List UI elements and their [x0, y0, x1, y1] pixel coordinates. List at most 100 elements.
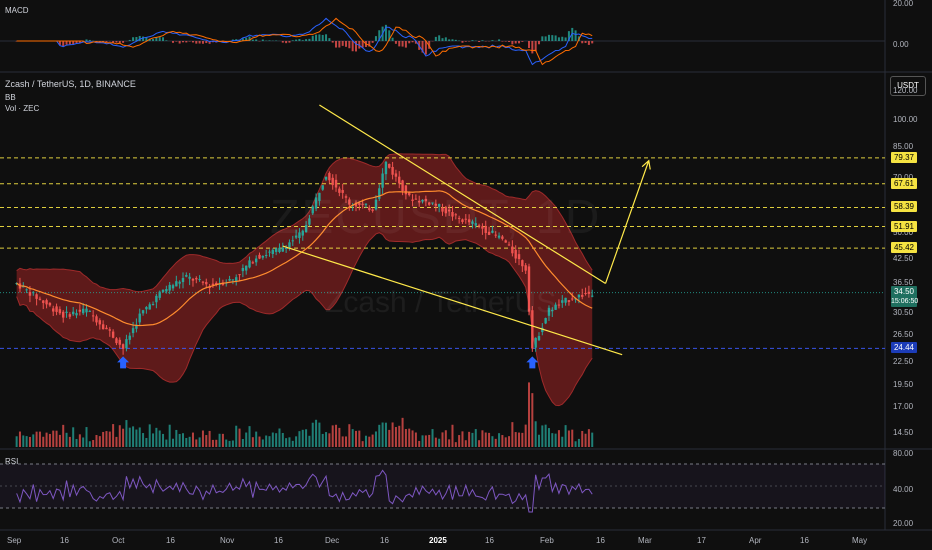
macd-histogram-bar [142, 36, 145, 41]
candle-body [314, 197, 318, 209]
macd-histogram-bar [162, 37, 165, 41]
candle-body [125, 339, 128, 349]
candle-body [52, 308, 55, 312]
volume-bar [451, 424, 454, 447]
candle-body [504, 240, 507, 243]
volume-bar [454, 442, 457, 447]
candle-body [198, 278, 201, 280]
macd-histogram-bar [398, 41, 401, 47]
rsi-indicator-label[interactable]: RSI [5, 457, 19, 466]
candle-body [324, 176, 328, 180]
volume-indicator-label[interactable]: Vol · ZEC [5, 104, 40, 113]
volume-bar [434, 437, 437, 447]
volume-bar [255, 431, 258, 447]
price-axis-label: 70.00 [893, 173, 913, 182]
volume-bar [591, 432, 594, 447]
volume-bar [571, 429, 574, 447]
volume-bar [295, 436, 298, 447]
candle-body [81, 308, 85, 314]
candle-body [118, 339, 121, 345]
macd-histogram-bar [478, 41, 481, 43]
candle-body [271, 249, 275, 254]
macd-histogram-bar [511, 41, 514, 45]
candle-body [368, 207, 371, 211]
price-axis-label: 26.50 [893, 330, 914, 340]
macd-histogram-bar [281, 41, 284, 43]
volume-bar [567, 430, 570, 447]
candle-body [131, 328, 135, 334]
macd-histogram-bar [211, 41, 214, 43]
volume-bar [135, 429, 138, 447]
candle-body [254, 258, 258, 263]
candle-body [414, 198, 418, 200]
macd-histogram-bar [78, 41, 81, 43]
volume-bar [298, 431, 301, 447]
volume-bar [132, 426, 135, 447]
current-price-tag: 34.50 [891, 285, 917, 297]
price-level-tag: 51.91 [891, 220, 917, 232]
candle-body [45, 300, 48, 305]
candle-body [105, 327, 108, 330]
candle-body [581, 294, 584, 297]
macd-histogram-bar [305, 39, 308, 41]
price-level-tag: 24.44 [891, 342, 917, 354]
candle-body [487, 231, 491, 235]
candle-body [511, 246, 514, 254]
macd-histogram-bar [584, 41, 587, 43]
bb-indicator-label[interactable]: BB [5, 93, 16, 102]
macd-histogram-bar [338, 41, 341, 48]
candle-body [231, 279, 235, 281]
macd-histogram-bar [175, 41, 178, 42]
volume-bar [534, 421, 537, 447]
price-axis-label: 14.50 [893, 427, 914, 437]
macd-histogram-bar [268, 40, 271, 41]
volume-bar [45, 432, 48, 447]
macd-histogram-bar [521, 41, 524, 42]
volume-bar [384, 422, 387, 447]
candle-body [484, 225, 487, 233]
buy-arrow-icon [117, 356, 130, 369]
volume-bar [574, 441, 577, 447]
macd-histogram-bar [348, 41, 351, 49]
macd-histogram-bar [454, 39, 457, 41]
candle-body [381, 173, 384, 188]
macd-axis-label: 0.00 [893, 40, 909, 49]
volume-bar [378, 424, 381, 447]
macd-histogram-bar [461, 41, 464, 43]
macd-histogram-bar [491, 40, 494, 41]
candle-body [378, 188, 381, 199]
volume-bar [354, 430, 357, 447]
macd-histogram-bar [195, 41, 198, 44]
volume-bar [381, 422, 384, 447]
volume-bar [215, 439, 218, 447]
macd-histogram-bar [118, 41, 121, 44]
price-level-tag: 67.61 [891, 177, 917, 189]
volume-bar [78, 434, 81, 447]
volume-bar [291, 440, 294, 447]
macd-histogram-bar [145, 37, 148, 41]
projection-arrowhead [641, 159, 651, 170]
macd-histogram-bar [391, 37, 394, 41]
symbol-title: Zcash / TetherUS, 1D, BINANCE [5, 79, 136, 89]
macd-histogram-bar [165, 40, 168, 41]
macd-histogram-bar [441, 38, 444, 41]
volume-bar [158, 430, 161, 447]
macd-indicator-label[interactable]: MACD [5, 6, 29, 15]
macd-histogram-bar [551, 35, 554, 41]
time-axis-label: 16 [380, 536, 389, 545]
macd-histogram-bar [518, 41, 521, 44]
candle-body [68, 314, 72, 317]
volume-bar [275, 433, 278, 447]
candle-body [171, 285, 175, 289]
volume-bar [58, 434, 61, 447]
price-axis-label: 120.00 [893, 85, 918, 95]
volume-bar [345, 436, 348, 447]
candle-body [404, 185, 408, 195]
candle-body [71, 311, 75, 315]
volume-bar [584, 433, 587, 447]
volume-bar [458, 435, 461, 447]
currency-button[interactable]: USDT [890, 76, 926, 96]
volume-bar [557, 430, 560, 447]
candle-body [155, 295, 158, 303]
